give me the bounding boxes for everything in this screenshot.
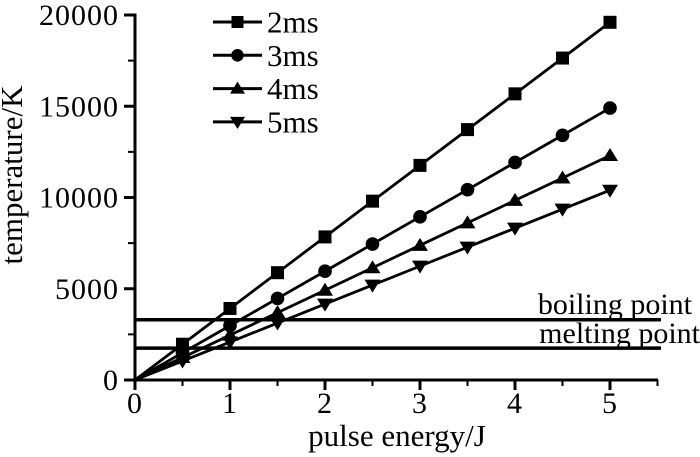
triangle-up-marker — [269, 305, 286, 319]
square-icon — [231, 16, 244, 28]
triangle-down-marker — [554, 203, 571, 217]
circle-marker — [365, 237, 380, 251]
square-marker — [223, 301, 237, 315]
square-marker — [318, 230, 332, 244]
triangle-up-marker — [412, 237, 428, 251]
boiling-point-label: boiling point — [538, 288, 693, 321]
square-marker — [413, 158, 427, 172]
square-marker — [366, 194, 379, 208]
triangle-down-marker — [174, 355, 191, 369]
y-tick-label: 10000 — [39, 182, 119, 215]
legend-label: 5ms — [267, 104, 319, 139]
x-tick-label: 3 — [412, 387, 428, 420]
reference-lines — [135, 318, 661, 350]
legend-label: 2ms — [267, 5, 319, 40]
triangle-down-marker — [364, 279, 381, 293]
circle-marker — [413, 210, 427, 224]
triangle-down-marker — [222, 336, 238, 350]
square-marker — [508, 87, 522, 101]
triangle-down-marker — [507, 222, 523, 236]
x-tick-label: 0 — [127, 387, 143, 420]
triangle-down-marker — [317, 298, 333, 312]
y-axis-title: temperature/K — [0, 85, 29, 265]
circle-marker — [555, 128, 570, 143]
triangle-up-marker — [507, 192, 523, 206]
triangle-down-marker — [412, 260, 428, 274]
circle-icon — [231, 49, 244, 62]
legend-label: 4ms — [267, 71, 319, 106]
square-marker — [603, 15, 617, 29]
x-tick-label: 2 — [317, 387, 333, 420]
y-tick-label: 15000 — [39, 90, 119, 123]
square-marker — [556, 51, 569, 65]
circle-marker — [603, 101, 617, 115]
circle-marker — [270, 291, 285, 306]
axes: 0 5000 10000 15000 20000 0 1 2 3 4 5 — [39, 0, 659, 420]
triangle-up-marker — [554, 170, 571, 184]
triangle-up-marker — [317, 282, 333, 296]
legend-item-4ms: 4ms — [213, 71, 319, 106]
triangle-down-marker — [459, 241, 476, 255]
square-marker — [271, 266, 284, 280]
y-tick-label: 0 — [103, 364, 119, 397]
triangle-up-marker — [459, 215, 476, 229]
x-tick-label: 1 — [222, 387, 238, 420]
square-marker — [461, 123, 474, 137]
triangle-down-icon — [230, 116, 245, 129]
triangle-up-icon — [230, 81, 245, 94]
circle-marker — [508, 155, 522, 170]
legend-label: 3ms — [267, 38, 319, 73]
x-axis-title: pulse energy/J — [308, 418, 486, 453]
legend-item-3ms: 3ms — [213, 38, 319, 73]
triangle-up-marker — [602, 148, 618, 162]
melting-point-label: melting point — [539, 317, 700, 350]
circle-marker — [460, 182, 475, 197]
y-tick-label: 5000 — [55, 273, 119, 306]
y-tick-label: 20000 — [39, 0, 119, 32]
x-tick-label: 4 — [507, 387, 523, 420]
x-tick-label: 5 — [602, 387, 618, 420]
legend-item-5ms: 5ms — [213, 104, 319, 139]
triangle-up-marker — [364, 260, 381, 274]
circle-marker — [223, 318, 237, 333]
legend-item-2ms: 2ms — [213, 5, 319, 40]
series-3ms — [134, 101, 617, 382]
triangle-down-marker — [602, 184, 618, 198]
series-5ms — [134, 184, 618, 382]
circle-marker — [318, 264, 332, 279]
